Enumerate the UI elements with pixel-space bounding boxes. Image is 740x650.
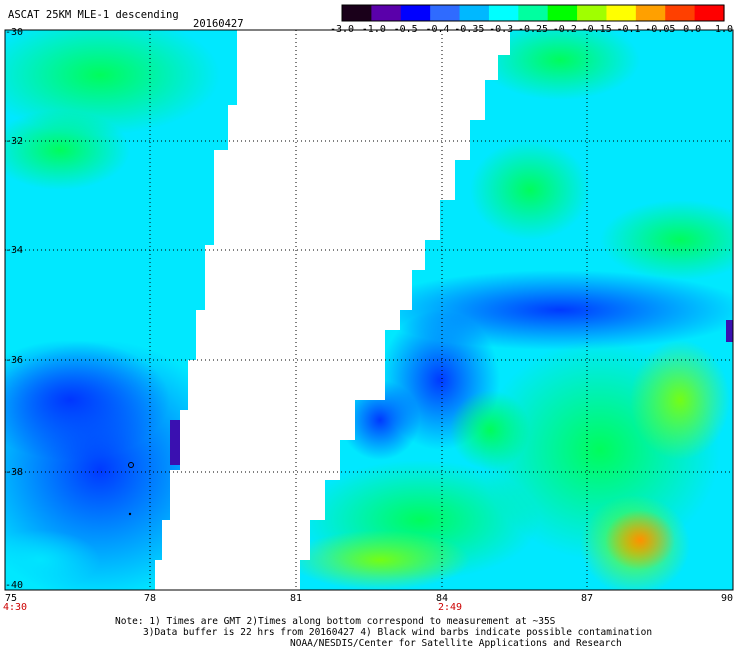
time-label-center: 2:49: [438, 602, 463, 613]
lon-label: 90: [721, 593, 734, 604]
lat-label: -34: [5, 245, 24, 256]
colorbar-label: -0.4: [425, 24, 449, 35]
lat-label: -32: [5, 136, 24, 147]
note-line-2: 3)Data buffer is 22 hrs from 20160427 4)…: [143, 627, 653, 638]
colorbar-segment: [665, 5, 696, 21]
map-date: 20160427: [193, 18, 244, 30]
colorbar-label: -0.35: [454, 24, 484, 35]
colorbar-label: -3.0: [330, 24, 354, 35]
lon-label: 75: [5, 593, 18, 604]
time-label-left: 4:30: [3, 602, 28, 613]
colorbar-segment: [371, 5, 402, 21]
colorbar-label: -1.0: [362, 24, 386, 35]
right-swath: [300, 30, 733, 590]
colorbar-label: 1.0: [715, 24, 733, 35]
contamination-mark: [128, 462, 134, 468]
colorbar-label: -0.1: [616, 24, 640, 35]
lat-label: -30: [5, 27, 24, 38]
left-swath: [5, 30, 237, 590]
colorbar-label: 0.0: [683, 24, 701, 35]
colorbar-segment: [547, 5, 578, 21]
colorbar-label: -0.05: [645, 24, 675, 35]
lon-label: 78: [144, 593, 157, 604]
colorbar-label: -0.2: [553, 24, 577, 35]
lon-label: 84: [436, 593, 449, 604]
colorbar-segment: [518, 5, 549, 21]
colorbar-label: -0.25: [518, 24, 548, 35]
colorbar-segment: [342, 5, 372, 21]
lon-label: 87: [581, 593, 594, 604]
colorbar-segment: [488, 5, 519, 21]
note-line-3: NOAA/NESDIS/Center for Satellite Applica…: [290, 638, 622, 649]
colorbar-label: -0.5: [394, 24, 418, 35]
colorbar-segment: [459, 5, 490, 21]
lat-label: -36: [5, 355, 24, 366]
colorbar-segment: [577, 5, 608, 21]
graticule: [5, 30, 733, 590]
lat-label: -38: [5, 467, 24, 478]
colorbar: -3.0 -1.0 -0.5 -0.4 -0.35 -0.3 -0.25 -0.2 -0.15-…: [330, 4, 733, 35]
lon-label: 81: [290, 593, 303, 604]
colorbar-label: -0.3: [489, 24, 513, 35]
note-line-1: Note: 1) Times are GMT 2)Times along bot…: [115, 616, 556, 627]
colorbar-label: -0.15: [582, 24, 612, 35]
colorbar-segment: [606, 5, 637, 21]
lat-label: -40: [5, 580, 24, 591]
colorbar-segment: [694, 5, 725, 21]
colorbar-segment: [430, 5, 461, 21]
colorbar-segment: [635, 5, 666, 21]
map-title: ASCAT 25KM MLE-1 descending: [8, 9, 179, 21]
colorbar-segment: [400, 5, 431, 21]
contamination-mark: [128, 512, 132, 516]
